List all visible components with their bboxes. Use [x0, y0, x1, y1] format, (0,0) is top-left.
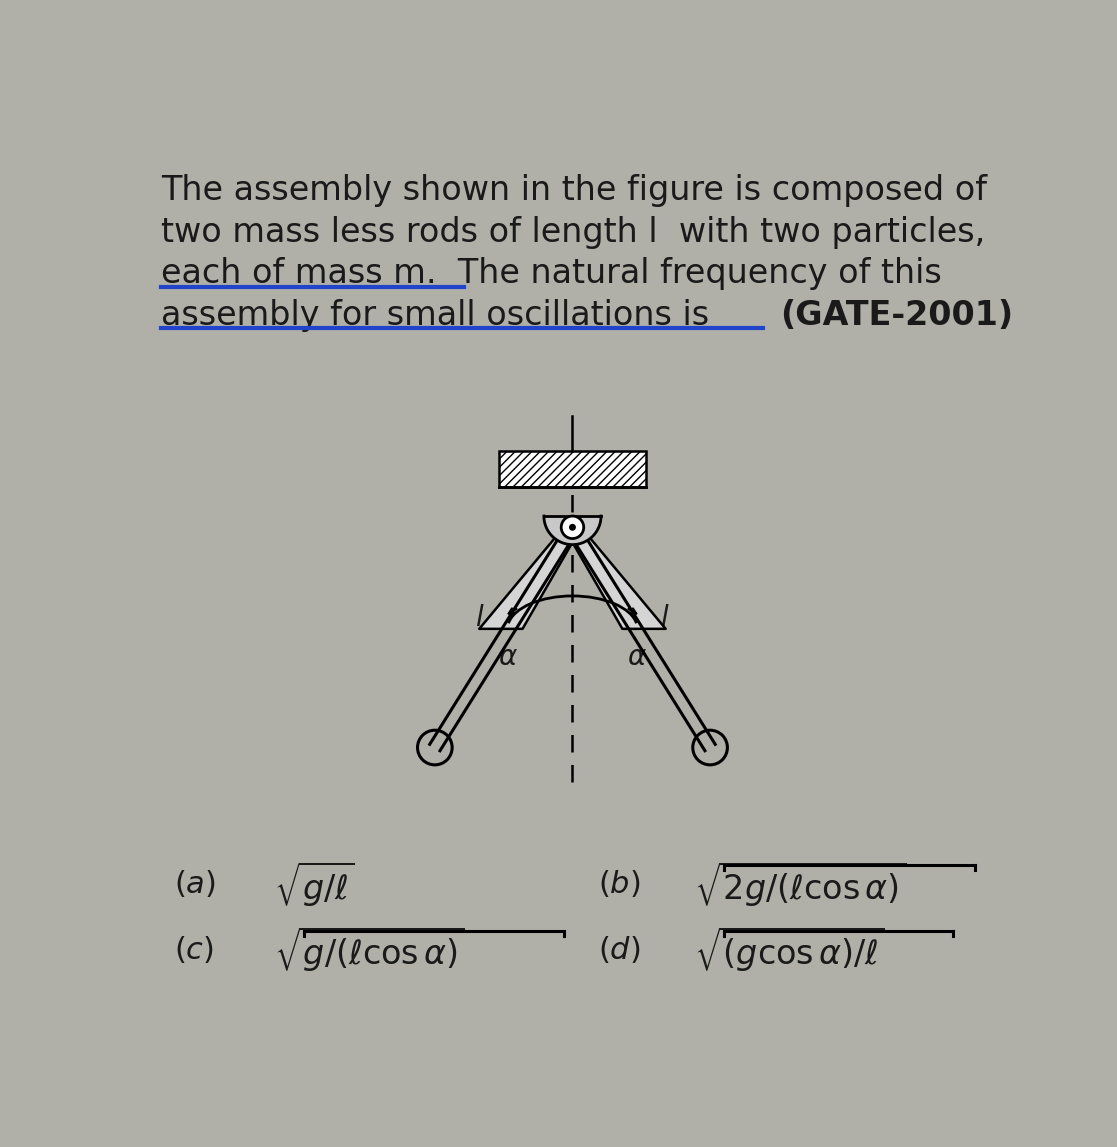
Text: $l$: $l$ [476, 603, 485, 632]
Text: $\sqrt{2g/(\ell\cos\alpha)}$: $\sqrt{2g/(\ell\cos\alpha)}$ [694, 859, 906, 908]
Text: $(b)$: $(b)$ [599, 868, 641, 899]
Text: (GATE-2001): (GATE-2001) [780, 298, 1013, 331]
Text: $l$: $l$ [660, 603, 669, 632]
Text: $(d)$: $(d)$ [599, 935, 641, 966]
Polygon shape [544, 516, 601, 545]
Text: assembly for small oscillations is: assembly for small oscillations is [161, 298, 752, 331]
Text: $\sqrt{g/(\ell\cos\alpha)}$: $\sqrt{g/(\ell\cos\alpha)}$ [274, 926, 465, 974]
Polygon shape [479, 528, 581, 629]
Text: $(c)$: $(c)$ [174, 935, 214, 966]
Circle shape [561, 516, 584, 539]
Text: each of mass m.  The natural frequency of this: each of mass m. The natural frequency of… [161, 257, 942, 290]
Text: two mass less rods of length l  with two particles,: two mass less rods of length l with two … [161, 216, 985, 249]
Text: $(a)$: $(a)$ [174, 868, 216, 899]
Text: $\alpha$: $\alpha$ [497, 643, 517, 671]
Text: $\alpha$: $\alpha$ [628, 643, 648, 671]
Polygon shape [564, 528, 666, 629]
Text: The assembly shown in the figure is composed of: The assembly shown in the figure is comp… [161, 174, 987, 208]
Text: $\sqrt{(g\cos\alpha)/\ell}$: $\sqrt{(g\cos\alpha)/\ell}$ [694, 926, 885, 974]
Bar [499, 451, 646, 487]
Text: $\sqrt{g/\ell}$: $\sqrt{g/\ell}$ [274, 859, 354, 908]
Circle shape [569, 524, 576, 531]
